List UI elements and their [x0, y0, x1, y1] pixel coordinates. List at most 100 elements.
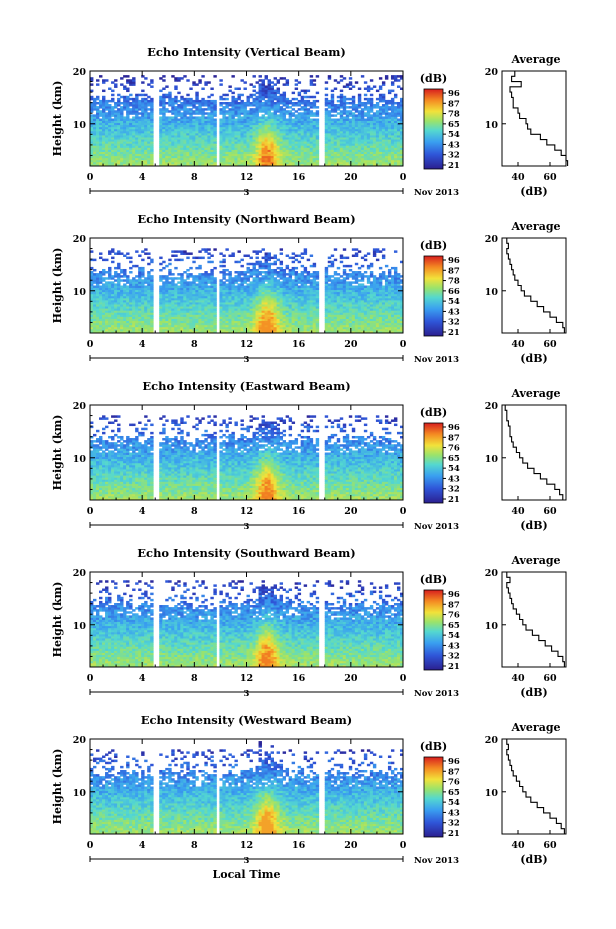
heatmap-cell [192, 275, 195, 277]
heatmap-cell [123, 85, 126, 87]
heatmap-cell [102, 79, 105, 81]
heatmap-cell [99, 286, 102, 288]
heatmap-cell [361, 102, 364, 104]
heatmap-cell [225, 279, 228, 281]
heatmap-cell [222, 265, 225, 267]
heatmap-cell [240, 277, 243, 279]
heatmap-cell [240, 265, 243, 267]
heatmap-cell [186, 94, 189, 96]
heatmap-cell [277, 114, 280, 116]
heatmap-cell [364, 98, 367, 100]
heatmap-cell [231, 75, 234, 77]
heatmap-cell [295, 88, 298, 90]
colorbar-tick-label: 96 [448, 89, 460, 99]
heatmap-cell [240, 271, 243, 273]
heatmap-cell [295, 98, 298, 100]
heatmap-cell [361, 75, 364, 77]
heatmap-cell [144, 248, 147, 250]
heatmap-cell [379, 85, 382, 87]
heatmap-cell [213, 248, 216, 250]
heatmap-cell [265, 75, 268, 77]
heatmap-cell [189, 98, 192, 100]
heatmap-cell [159, 275, 162, 277]
heatmap-cell [159, 108, 162, 110]
heatmap-cell [198, 100, 201, 102]
heatmap-cell [135, 275, 138, 277]
heatmap-cell [271, 112, 274, 114]
heatmap-cell [207, 252, 210, 254]
heatmap-cell [364, 119, 367, 121]
heatmap-cell [262, 102, 265, 104]
heatmap-cell [90, 271, 93, 273]
heatmap-cell [165, 108, 168, 110]
heatmap-cell [219, 279, 222, 281]
heatmap-cell [198, 79, 201, 81]
heatmap-cell [376, 90, 379, 92]
heatmap-cell [93, 269, 96, 271]
heatmap-cell [165, 116, 168, 118]
heatmap-cell [162, 75, 165, 77]
heatmap-cell [346, 98, 349, 100]
heatmap-cell [171, 116, 174, 118]
heatmap-cell [382, 104, 385, 106]
heatmap-cell [195, 257, 198, 259]
heatmap-cell [210, 269, 213, 271]
heatmap-cell [337, 112, 340, 114]
heatmap-cell [195, 83, 198, 85]
heatmap-cell [168, 277, 171, 279]
heatmap-cell [219, 261, 222, 263]
heatmap-cell [382, 81, 385, 83]
heatmap-cell [123, 283, 126, 285]
colorbar-tick-label: 43 [448, 140, 460, 150]
heatmap-cell [204, 112, 207, 114]
heatmap-cell [234, 271, 237, 273]
heatmap-cell [165, 94, 168, 96]
heatmap-cell [237, 88, 240, 90]
heatmap-cell [328, 75, 331, 77]
heatmap-cell [204, 248, 207, 250]
heatmap-cell [262, 79, 265, 81]
heatmap-cell [117, 263, 120, 265]
heatmap-cell [228, 255, 231, 257]
heatmap-cell [355, 114, 358, 116]
heatmap-cell [280, 94, 283, 96]
heatmap-cell [340, 79, 343, 81]
heatmap-cell [370, 79, 373, 81]
panel-2: Echo Intensity (Northward Beam)0 4 8 12 16 20… [51, 212, 566, 365]
heatmap-cell [195, 275, 198, 277]
heatmap-cell [195, 106, 198, 108]
heatmap-cell [301, 96, 304, 98]
heatmap-cell [346, 106, 349, 108]
x-tick-label: 8 [191, 172, 198, 183]
heatmap-cell [168, 263, 171, 265]
heatmap-cell [213, 100, 216, 102]
heatmap-cell [337, 104, 340, 106]
heatmap-cell [126, 252, 129, 254]
heatmap-cell [90, 114, 93, 116]
heatmap-cell [207, 248, 210, 250]
heatmap-cell [289, 110, 292, 112]
heatmap-cell [349, 88, 352, 90]
heatmap-cell [111, 94, 114, 96]
heatmap-cell [192, 100, 195, 102]
heatmap-cell [180, 102, 183, 104]
heatmap-cell [123, 279, 126, 281]
heatmap-cell [150, 269, 153, 271]
heatmap-cell [105, 112, 108, 114]
heatmap-cell [225, 98, 228, 100]
heatmap-cell [346, 102, 349, 104]
heatmap-cell [177, 119, 180, 121]
heatmap-cell [147, 257, 150, 259]
heatmap-cell [234, 88, 237, 90]
heatmap-cell [168, 281, 171, 283]
heatmap-cell [253, 98, 256, 100]
heatmap-cell [207, 100, 210, 102]
heatmap-cell [102, 96, 105, 98]
heatmap-cell [298, 108, 301, 110]
heatmap-cell [394, 102, 397, 104]
heatmap-cell [117, 250, 120, 252]
heatmap-cell [364, 88, 367, 90]
heatmap-cell [159, 90, 162, 92]
heatmap-cell [286, 79, 289, 81]
heatmap-cell [219, 252, 222, 254]
